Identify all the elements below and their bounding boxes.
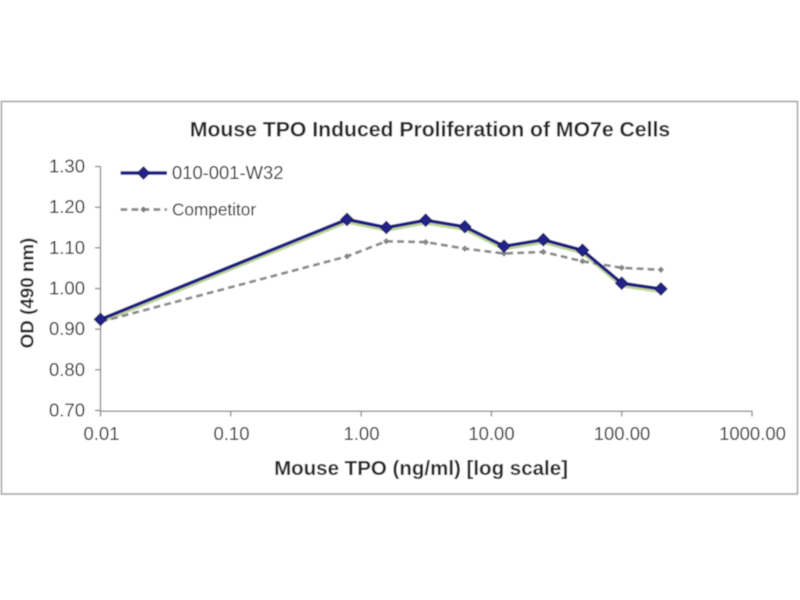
svg-text:0.90: 0.90 (49, 318, 85, 339)
svg-text:1000.00: 1000.00 (719, 423, 786, 444)
svg-text:0.70: 0.70 (49, 400, 85, 421)
svg-text:100.00: 100.00 (594, 423, 651, 444)
svg-text:10.00: 10.00 (468, 423, 514, 444)
svg-text:Mouse TPO (ng/ml) [log scale]: Mouse TPO (ng/ml) [log scale] (274, 457, 568, 480)
svg-text:1.30: 1.30 (49, 156, 85, 177)
svg-text:1.20: 1.20 (49, 196, 85, 217)
svg-text:Mouse TPO Induced Proliferatio: Mouse TPO Induced Proliferation of MO7e … (190, 119, 670, 142)
svg-text:Competitor: Competitor (172, 200, 256, 220)
svg-text:1.00: 1.00 (49, 278, 85, 299)
svg-text:0.10: 0.10 (213, 423, 249, 444)
svg-text:010-001-W32: 010-001-W32 (172, 162, 283, 183)
svg-text:0.80: 0.80 (49, 359, 85, 380)
svg-text:1.00: 1.00 (343, 423, 379, 444)
svg-text:0.01: 0.01 (83, 423, 119, 444)
svg-text:OD (490 nm): OD (490 nm) (17, 238, 38, 349)
svg-text:1.10: 1.10 (49, 237, 85, 258)
